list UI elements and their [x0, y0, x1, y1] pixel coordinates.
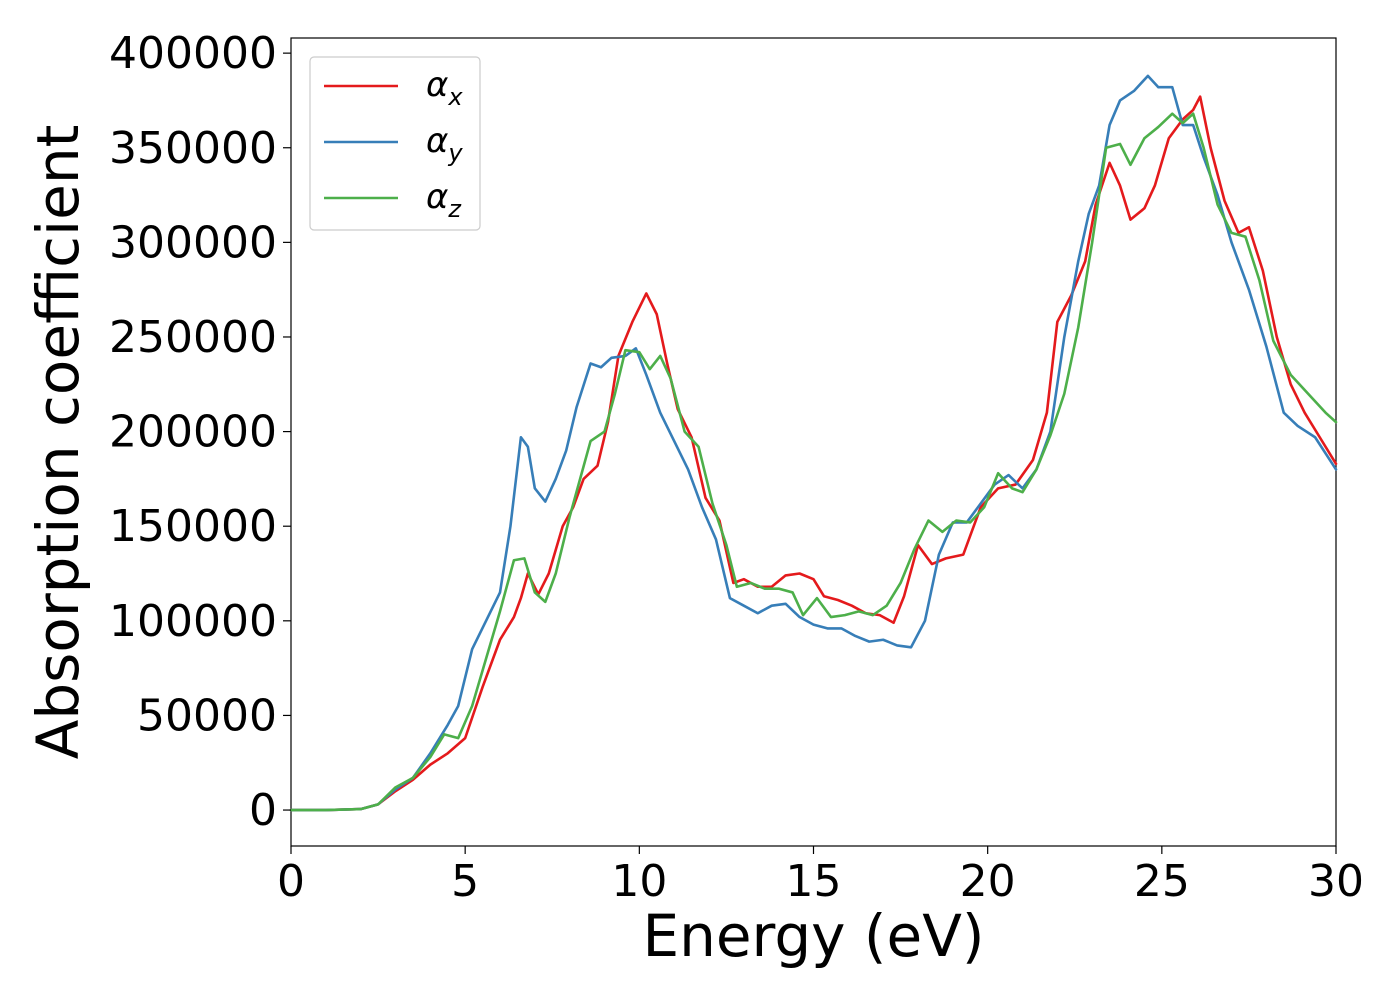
series-line-x: [289, 95, 1338, 812]
legend-label-z: αz: [426, 177, 462, 223]
y-tick-label: 250000: [109, 312, 277, 363]
legend: αx αy αz: [309, 56, 481, 231]
x-tick-label: 25: [1134, 856, 1190, 907]
y-tick-label: 400000: [109, 28, 277, 79]
x-tick-label: 5: [451, 856, 479, 907]
series-line-y: [289, 74, 1338, 812]
x-tick-label: 15: [786, 856, 842, 907]
y-tick-label: 0: [249, 785, 277, 836]
y-axis-ticks: 0 50000 100000 150000 200000 250000 300000 3500…: [109, 28, 291, 836]
series-line-z: [289, 112, 1338, 812]
legend-label-x: αx: [426, 65, 463, 111]
x-tick-label: 0: [277, 856, 305, 907]
y-tick-label: 50000: [137, 690, 277, 741]
legend-label-y: αy: [426, 121, 463, 167]
x-axis-ticks: 0 5 10 15 20 25 30: [277, 846, 1364, 907]
series-layer: [289, 74, 1338, 812]
legend-frame: [309, 56, 481, 231]
x-tick-label: 30: [1308, 856, 1364, 907]
y-tick-label: 200000: [109, 407, 277, 458]
y-tick-label: 300000: [109, 217, 277, 268]
y-tick-label: 350000: [109, 123, 277, 174]
y-tick-label: 100000: [109, 596, 277, 647]
x-axis-title: Energy (eV): [642, 902, 984, 970]
y-axis-title: Absorption coefficient: [24, 125, 92, 760]
x-tick-label: 10: [611, 856, 667, 907]
x-tick-label: 20: [960, 856, 1016, 907]
y-tick-label: 150000: [109, 501, 277, 552]
